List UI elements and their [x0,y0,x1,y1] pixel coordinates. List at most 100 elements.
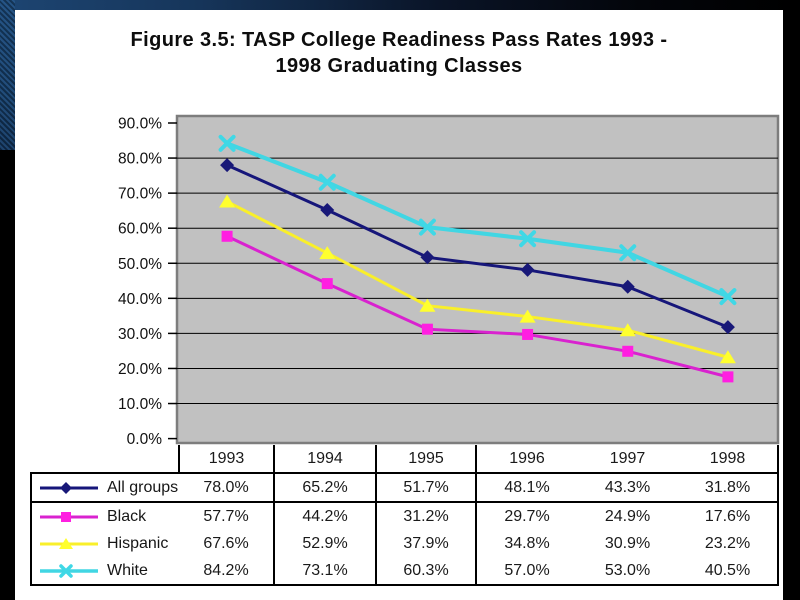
y-axis-label: 50.0% [118,256,162,273]
data-table-row-white: White 84.2% 73.1% 60.3% 57.0% 53.0% 40.5% [30,557,779,586]
y-axis-label: 30.0% [118,326,162,343]
value-cell: 84.2% [179,557,275,586]
legend-key-square-icon [40,511,98,522]
legend-key-x-icon [40,563,98,578]
square-marker [522,328,534,340]
diamond-marker [720,320,735,335]
value-cell: 57.0% [476,557,577,586]
legend-key-and-name: Hispanic [33,535,179,553]
y-axis-label: 80.0% [118,151,162,168]
data-table-row-all-groups: All groups 78.0% 65.2% 51.7% 48.1% 43.3% 31.8% [30,473,779,503]
triangle-marker [419,298,436,312]
value-cell: 23.2% [678,530,779,557]
value-cell: 43.3% [577,473,678,503]
value-cell: 51.7% [376,473,477,503]
value-cell: 34.8% [504,534,550,552]
series-name: All groups [107,478,179,496]
value-cell: 52.9% [274,530,377,557]
chart-title-line1: Figure 3.5: TASP College Readiness Pass … [130,29,668,51]
x-marker [519,230,537,248]
triangle-marker [219,194,236,208]
series-line-all-groups [226,163,729,329]
legend-key-and-name: All groups [33,478,179,497]
legend-cell: Black [30,502,179,530]
square-marker [722,371,734,383]
year-header: 1998 [678,445,779,474]
x-marker [318,173,336,191]
diamond-marker [520,262,535,277]
series-line-black [226,234,729,379]
x-marker [218,134,236,152]
legend-cell: Hispanic [30,530,179,557]
year-header: 1993 [178,445,275,474]
value-cell: 30.9% [604,534,651,552]
y-axis-label: 20.0% [118,361,162,378]
value-cell: 73.1% [274,557,377,586]
legend-key-diamond-icon [40,481,98,494]
square-marker [221,230,233,242]
value-cell: 31.8% [678,473,779,503]
y-axis-label: 90.0% [118,116,162,133]
value-cell: 29.7% [504,507,550,525]
legend-key-and-name: White [33,561,179,580]
value-cell: 24.9% [604,507,651,525]
year-header: 1997 [577,445,678,474]
legend-key-and-name: Black [33,507,179,526]
slide-top-edge-decoration [0,0,800,10]
y-axis-label: 10.0% [118,396,162,413]
diamond-marker [60,481,72,494]
value-cell: 44.2% [274,502,377,530]
series-name: White [107,561,148,579]
value-cell: 40.5% [678,557,779,586]
value-cell: 60.3% [376,557,477,586]
data-table-row-black: Black 57.7% 44.2% 31.2% 29.7% 24.9% 17.6% [30,502,779,530]
chart-data-table-wrap: 1993 1994 1995 1996 1997 1998 All groups 78.0% 6… [30,445,779,586]
year-header: 1996 [476,445,577,474]
triangle-marker [519,309,536,323]
series-name: Black [107,507,147,525]
year-header: 1995 [376,445,477,474]
slide-left-texture-strip [0,0,15,150]
legend-cell: White [30,557,179,586]
series-line-hispanic [226,200,729,359]
value-cell: 17.6% [678,502,779,530]
x-marker [59,563,73,578]
data-table-row-hispanic: Hispanic 67.6% 52.9% 37.9% 34.8% 30.9% 23.2% [30,530,779,557]
line-chart: 90.0% 80.0% 70.0% 60.0% 50.0% 40.0% 30.0% 20.0%… [118,114,780,448]
legend-key-triangle-icon [40,537,98,549]
chart-title-line2: 1998 Graduating Classes [275,55,523,77]
value-cell: 48.1% [476,473,577,503]
square-marker [622,345,634,357]
triangle-marker [719,350,736,364]
x-marker [418,218,436,236]
plot-area [175,114,780,445]
year-header: 1994 [274,445,377,474]
triangle-marker [319,246,336,260]
diamond-marker [620,279,635,294]
y-axis-label: 40.0% [118,291,162,308]
y-axis-label: 70.0% [118,186,162,203]
diamond-marker [220,158,235,173]
value-cell: 67.6% [179,530,275,557]
value-cell: 37.9% [376,530,477,557]
triangle-marker [59,537,73,549]
legend-header-cell [31,445,179,474]
x-marker [619,244,637,262]
y-axis-label: 0.0% [127,431,163,448]
square-marker [421,323,433,335]
value-cell: 53.0% [577,557,678,586]
diamond-marker [420,250,435,265]
data-table-header-row: 1993 1994 1995 1996 1997 1998 [31,445,779,474]
square-marker [321,278,333,290]
triangle-marker [619,323,636,337]
value-cell: 78.0% [179,473,275,503]
square-marker [61,511,71,522]
y-axis-label: 60.0% [118,221,162,238]
legend-cell: All groups [30,473,179,503]
x-marker [719,288,737,306]
value-cell: 31.2% [376,502,477,530]
chart-data-table: 1993 1994 1995 1996 1997 1998 All groups 78.0% 6… [30,445,779,586]
value-cell: 65.2% [274,473,377,503]
diamond-marker [320,202,335,217]
chart-title: Figure 3.5: TASP College Readiness Pass … [15,27,783,79]
